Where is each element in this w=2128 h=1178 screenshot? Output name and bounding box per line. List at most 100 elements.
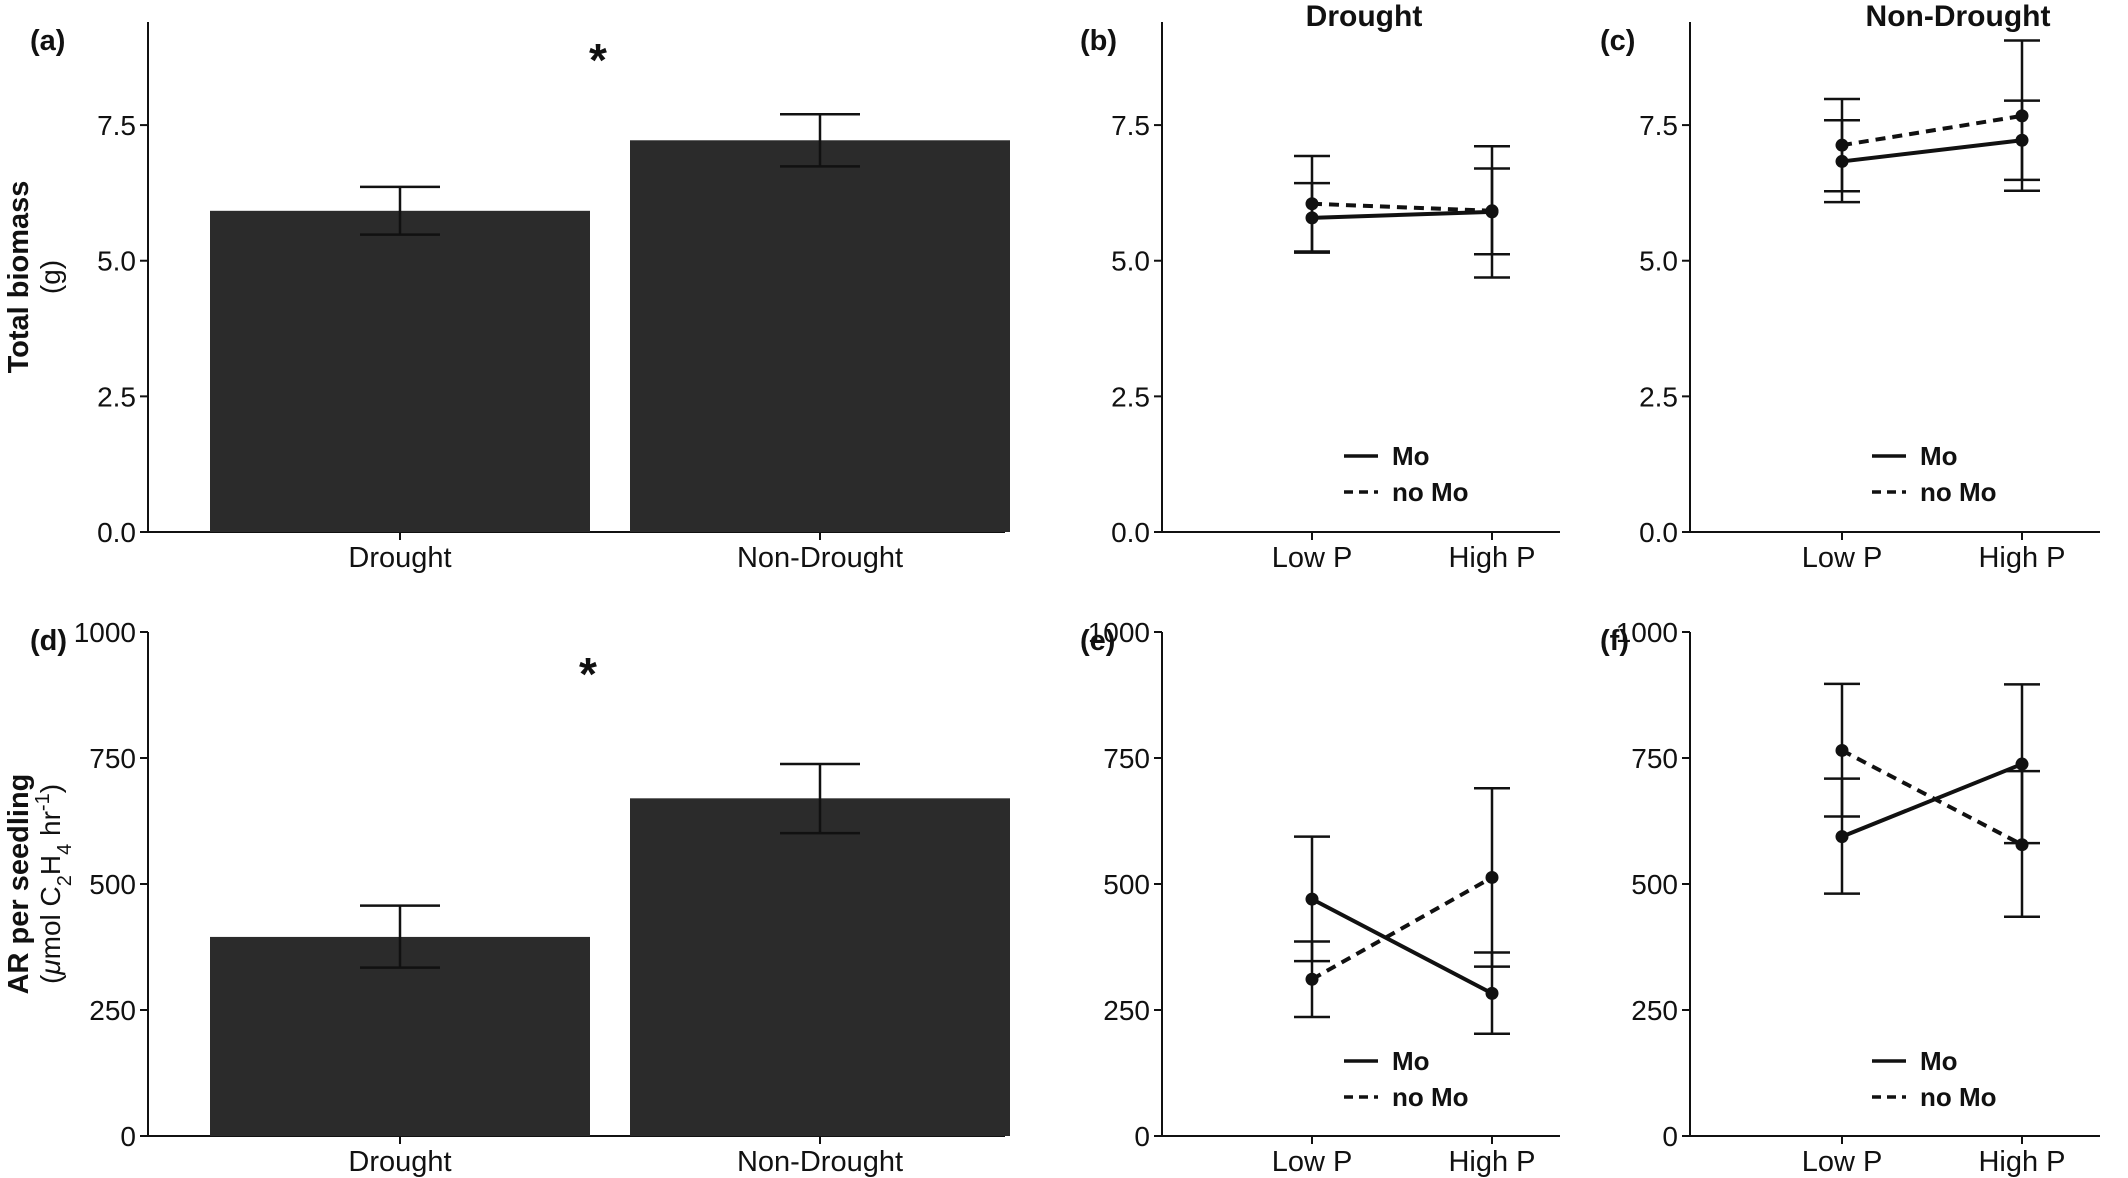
series-line (1841, 113, 2023, 148)
panel-letter: (c) (1600, 25, 1635, 57)
data-point (2015, 109, 2029, 123)
series-line (1841, 748, 2023, 847)
data-point (1305, 197, 1319, 211)
data-point (1485, 870, 1499, 884)
y-axis-label-part: hr (35, 811, 66, 844)
y-axis-label-part: ) (35, 784, 66, 793)
y-tick-label: 250 (1631, 995, 1678, 1026)
y-tick-label: 750 (1631, 743, 1678, 774)
x-tick-label: Low P (1802, 1146, 1883, 1178)
x-tick-label: Low P (1272, 542, 1353, 574)
panel-c: 0.0 2.5 5.0 7.5 Low P High P (c) Non-Drought Mo n… (1600, 0, 2100, 574)
bar-drought (210, 210, 590, 532)
panel-d: 0 250 500 750 1000 Drought Non-Drought (d) * AR p… (3, 617, 1010, 1178)
y-tick-label: 500 (1631, 869, 1678, 900)
y-tick-label: 1000 (74, 617, 136, 648)
y-tick-label: 0.0 (1111, 517, 1150, 548)
panel-a: 0.0 2.5 5.0 7.5 Drought Non-Drought (a) * Total … (3, 22, 1010, 574)
significance-star: * (589, 34, 607, 86)
data-point (1835, 743, 1849, 757)
series-line (1311, 201, 1493, 213)
series-line (1841, 762, 2023, 839)
y-tick-label: 1000 (1088, 617, 1150, 648)
panel-letter: (a) (30, 25, 65, 57)
panel-letter: (e) (1080, 625, 1115, 657)
y-axis-label-part: -1 (32, 793, 54, 811)
y-tick-label: 750 (89, 743, 136, 774)
y-axis-label-units: (μmol C2H4 hr-1) (32, 784, 76, 984)
y-tick-label: 1000 (1616, 617, 1678, 648)
panel-f: 0 250 500 750 1000 Low P High P (f) Mo no Mo (1600, 617, 2100, 1178)
y-tick-label: 0.0 (1639, 517, 1678, 548)
x-tick-label: High P (1448, 1146, 1535, 1178)
y-tick-label: 750 (1103, 743, 1150, 774)
y-tick-label: 5.0 (1111, 246, 1150, 277)
y-axis-label: Total biomass (3, 181, 35, 374)
series-mo (1824, 683, 2040, 895)
series-mo (1824, 99, 2040, 204)
bar-non-drought (630, 798, 1010, 1136)
y-tick-label: 7.5 (1639, 110, 1678, 141)
legend: Mo no Mo (1872, 1046, 1997, 1112)
y-tick-label: 0 (1134, 1121, 1150, 1152)
y-tick-label: 2.5 (97, 381, 136, 412)
legend-label: no Mo (1920, 477, 1997, 507)
series-line (1311, 209, 1493, 220)
y-tick-label: 0.0 (97, 517, 136, 548)
panel-letter: (d) (30, 625, 67, 657)
data-point (1485, 986, 1499, 1000)
x-tick-label: Drought (348, 1146, 451, 1178)
data-point (1835, 830, 1849, 844)
legend: Mo no Mo (1872, 441, 1997, 507)
bar-drought (210, 936, 590, 1136)
data-point (2015, 838, 2029, 852)
x-tick-label: High P (1978, 1146, 2065, 1178)
panel-letter: (b) (1080, 25, 1117, 57)
legend: Mo no Mo (1344, 1046, 1469, 1112)
y-tick-label: 7.5 (97, 110, 136, 141)
series-line (1841, 138, 2023, 164)
data-point (1835, 138, 1849, 152)
y-tick-label: 0 (120, 1121, 136, 1152)
legend-label: no Mo (1392, 477, 1469, 507)
x-tick-label: High P (1978, 542, 2065, 574)
x-tick-label: Non-Drought (737, 1146, 903, 1178)
x-tick-label: Non-Drought (737, 542, 903, 574)
y-tick-label: 0 (1662, 1121, 1678, 1152)
panel-e: 0 250 500 750 1000 Low P High P (e) Mo no Mo (1080, 617, 1560, 1178)
series-line (1311, 875, 1493, 981)
y-axis-label: AR per seedling (3, 774, 35, 995)
panel-letter: (f) (1600, 625, 1629, 657)
y-axis-label-part: 4 (54, 844, 76, 855)
y-tick-label: 500 (1103, 869, 1150, 900)
y-axis-label-part: 2 (54, 875, 76, 886)
x-tick-label: Low P (1802, 542, 1883, 574)
y-axis-label-part: μ (35, 959, 66, 975)
series-no-mo (1824, 682, 2040, 919)
y-tick-label: 500 (89, 869, 136, 900)
x-tick-label: High P (1448, 542, 1535, 574)
bar-non-drought (630, 140, 1010, 532)
series-line (1311, 897, 1493, 996)
legend-label: Mo (1920, 441, 1958, 471)
data-point (1485, 204, 1499, 218)
y-axis-label-units: (g) (35, 260, 66, 294)
y-tick-label: 7.5 (1111, 110, 1150, 141)
legend-label: Mo (1392, 441, 1430, 471)
y-axis-label-part: mol C (35, 886, 66, 959)
legend-label: Mo (1392, 1046, 1430, 1076)
series-mo (1294, 835, 1510, 1035)
panel-b: 0.0 2.5 5.0 7.5 Low P High P (b) Drought Mo no Mo (1080, 0, 1560, 574)
y-tick-label: 5.0 (97, 246, 136, 277)
y-tick-label: 2.5 (1639, 381, 1678, 412)
y-tick-label: 250 (89, 995, 136, 1026)
y-tick-label: 2.5 (1111, 381, 1150, 412)
series-no-mo (1824, 39, 2040, 193)
data-point (2015, 757, 2029, 771)
legend: Mo no Mo (1344, 441, 1469, 507)
series-mo (1294, 167, 1510, 256)
x-tick-label: Low P (1272, 1146, 1353, 1178)
series-no-mo (1294, 786, 1510, 1019)
x-tick-label: Drought (348, 542, 451, 574)
